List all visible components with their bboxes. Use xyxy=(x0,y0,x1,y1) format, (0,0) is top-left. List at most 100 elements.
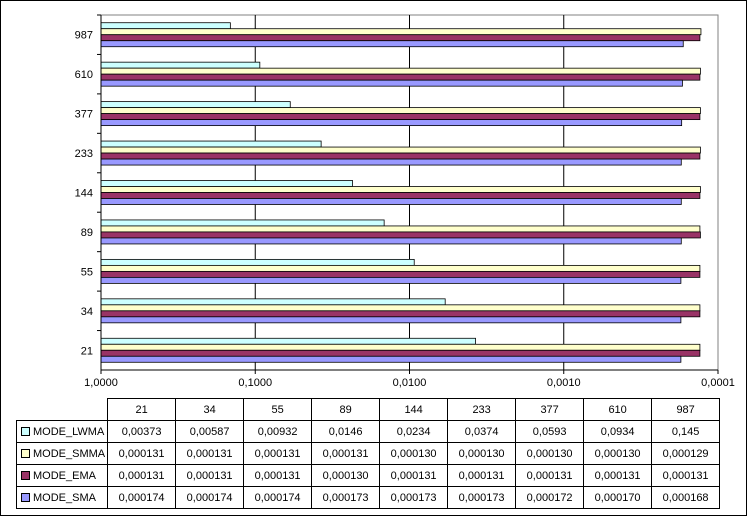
table-cell: 0,000173 xyxy=(447,486,517,509)
bar-mode-smma xyxy=(100,186,701,193)
bar-mode-ema xyxy=(100,270,701,278)
table-cell: 0,000130 xyxy=(583,442,653,465)
bar-mode-ema xyxy=(100,34,701,42)
bar-mode-ema xyxy=(100,73,701,81)
y-tick-label: 377 xyxy=(75,109,93,121)
legend-label: MODE_EMA xyxy=(33,469,96,482)
table-row: MODE_SMA 0,000174 0,000174 0,000174 0,000173… xyxy=(15,486,721,509)
table-column-header: 377 xyxy=(515,398,585,421)
axes: 1,0000 0,1000 0,0100 0,0010 0,0001 21 34 55 89 14… xyxy=(75,14,735,389)
table-column-header: 610 xyxy=(583,398,653,421)
table-cell: 0,0234 xyxy=(379,420,449,443)
bar-mode-sma xyxy=(100,198,682,205)
bar-mode-smma xyxy=(100,304,701,312)
y-tick-label: 233 xyxy=(75,148,93,160)
bar-mode-sma xyxy=(100,158,682,166)
legend-swatch xyxy=(21,427,30,437)
table-header-row: 21 34 55 89 144 233 377 610 987 xyxy=(17,398,721,421)
x-tick-label: 0,0001 xyxy=(701,377,735,389)
table-cell: 0,000174 xyxy=(175,486,245,509)
legend-swatch xyxy=(21,493,30,503)
table-cell: 0,000131 xyxy=(447,464,517,487)
bar-mode-sma xyxy=(100,276,682,284)
legend-label: MODE_SMMA xyxy=(33,447,106,460)
data-table: 21 34 55 89 144 233 377 610 987 MODE_LWMA 0,00373 0… xyxy=(15,398,721,509)
x-tick-label: 1,0000 xyxy=(84,377,118,389)
table-column-header: 89 xyxy=(311,398,381,421)
table-cell: 0,000131 xyxy=(107,464,177,487)
bar-mode-smma xyxy=(100,107,701,115)
bar-mode-lwma xyxy=(100,219,385,227)
bars xyxy=(100,22,702,363)
table-column-header: 233 xyxy=(447,398,517,421)
bar-mode-sma xyxy=(100,355,682,363)
bar-mode-ema xyxy=(100,113,701,121)
bar-mode-lwma xyxy=(100,101,291,109)
bar-mode-ema xyxy=(100,231,701,239)
y-tick-label: 89 xyxy=(81,227,93,239)
table-cell: 0,000130 xyxy=(311,464,381,487)
bar-mode-ema xyxy=(100,349,701,357)
table-column-header: 55 xyxy=(243,398,313,421)
legend-entry: MODE_SMA xyxy=(15,486,109,509)
bar-mode-ema xyxy=(100,152,701,160)
table-cell: 0,000168 xyxy=(651,486,721,509)
x-tick-label: 0,0010 xyxy=(547,377,581,389)
table-cell: 0,0593 xyxy=(515,420,585,443)
table-cell: 0,000130 xyxy=(447,442,517,465)
table-cell: 0,000174 xyxy=(107,486,177,509)
table-column-header: 987 xyxy=(651,398,721,421)
table-cell: 0,000173 xyxy=(311,486,381,509)
table-cell: 0,000131 xyxy=(379,464,449,487)
table-cell: 0,000131 xyxy=(243,442,313,465)
table-cell: 0,000174 xyxy=(243,486,313,509)
bar-mode-lwma xyxy=(100,337,476,345)
table-row: MODE_EMA 0,000131 0,000131 0,000131 0,000130… xyxy=(15,464,721,487)
table-cell: 0,000131 xyxy=(175,442,245,465)
bar-mode-lwma xyxy=(100,180,353,187)
legend-entry: MODE_SMMA xyxy=(15,442,109,465)
table-row: MODE_SMMA 0,000131 0,000131 0,000131 0,00013… xyxy=(15,442,721,465)
table-column-header: 34 xyxy=(175,398,245,421)
table-cell: 0,00932 xyxy=(243,420,313,443)
y-tick-label: 144 xyxy=(75,188,93,200)
x-tick-label: 0,1000 xyxy=(238,377,272,389)
table-cell: 0,0146 xyxy=(311,420,381,443)
legend-entry: MODE_EMA xyxy=(15,464,109,487)
table-cell: 0,00373 xyxy=(107,420,177,443)
bar-mode-lwma xyxy=(100,22,231,30)
bar-mode-smma xyxy=(100,28,702,36)
bar-mode-smma xyxy=(100,264,701,272)
table-row: MODE_LWMA 0,00373 0,00587 0,00932 0,0146 0,02… xyxy=(15,420,721,443)
table-cell: 0,000130 xyxy=(515,442,585,465)
table-cell: 0,000129 xyxy=(651,442,721,465)
table-cell: 0,000130 xyxy=(379,442,449,465)
bar-mode-sma xyxy=(100,119,683,127)
bar-mode-lwma xyxy=(100,61,261,69)
y-tick-label: 21 xyxy=(81,345,93,357)
bar-mode-smma xyxy=(100,67,701,75)
table-cell: 0,000131 xyxy=(175,464,245,487)
legend-swatch xyxy=(21,471,30,481)
table-cell: 0,00587 xyxy=(175,420,245,443)
table-cell: 0,0934 xyxy=(583,420,653,443)
y-tick-label: 610 xyxy=(75,69,93,81)
table-cell: 0,000131 xyxy=(583,464,653,487)
bar-mode-sma xyxy=(100,237,682,245)
table-cell: 0,000172 xyxy=(515,486,585,509)
table-corner xyxy=(17,399,108,421)
bar-mode-lwma xyxy=(100,140,322,148)
legend-label: MODE_LWMA xyxy=(33,425,105,438)
bar-mode-smma xyxy=(100,225,701,233)
table-cell: 0,000170 xyxy=(583,486,653,509)
table-cell: 0,145 xyxy=(651,420,721,443)
legend-label: MODE_SMA xyxy=(33,491,96,504)
bar-mode-sma xyxy=(100,316,682,324)
bar-mode-lwma xyxy=(100,258,415,266)
bar-mode-smma xyxy=(100,343,701,351)
table-column-header: 21 xyxy=(107,398,177,421)
table-cell: 0,000131 xyxy=(651,464,721,487)
y-tick-label: 987 xyxy=(75,30,93,42)
bar-mode-sma xyxy=(100,40,684,48)
